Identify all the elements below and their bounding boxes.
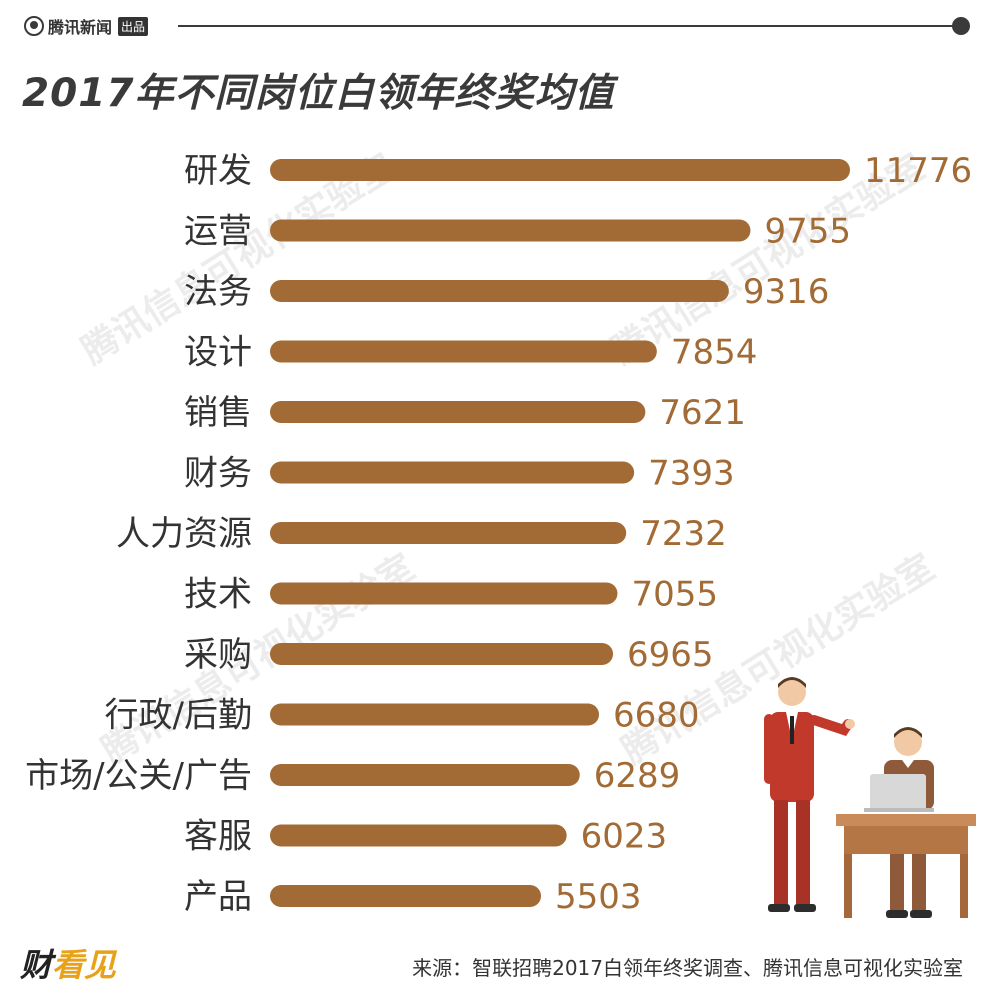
- bar: [270, 703, 600, 726]
- value-label: 6965: [627, 635, 714, 675]
- office-workers-illustration: [764, 677, 976, 918]
- value-label: 7055: [631, 575, 718, 615]
- bar: [270, 461, 635, 484]
- category-label: 财务: [184, 454, 252, 494]
- category-label: 销售: [184, 393, 252, 433]
- value-label: 9755: [764, 212, 851, 252]
- bar: [270, 824, 567, 847]
- footer-logo-accent: 看见: [52, 946, 117, 984]
- source-note: 来源：智联招聘2017白领年终奖调查、腾讯信息可视化实验室: [412, 956, 963, 980]
- bar: [270, 219, 751, 242]
- bar: [270, 522, 627, 544]
- bar: [270, 643, 614, 665]
- brand-name: 腾讯新闻: [48, 18, 113, 37]
- brand: 腾讯新闻 出品: [24, 14, 149, 38]
- footer-logo: 财看见: [20, 940, 116, 986]
- category-label: 市场/公关/广告: [25, 756, 252, 796]
- header-dot: [952, 17, 970, 35]
- bar: [270, 885, 542, 907]
- top-bar: 腾讯新闻 出品: [0, 0, 985, 56]
- value-label: 11776: [864, 151, 972, 191]
- bar: [270, 280, 729, 302]
- brand-tag: 出品: [118, 16, 149, 36]
- value-label: 6023: [581, 817, 668, 857]
- category-label: 产品: [184, 877, 252, 917]
- bar: [270, 159, 850, 181]
- category-label: 行政/后勤: [105, 696, 252, 736]
- category-label: 采购: [184, 635, 252, 675]
- category-label: 法务: [184, 272, 252, 312]
- header-divider: [178, 25, 958, 27]
- bar: [270, 340, 657, 363]
- category-label: 运营: [184, 212, 252, 252]
- value-label: 7393: [648, 454, 735, 494]
- value-label: 6680: [613, 696, 700, 736]
- value-label: 7232: [640, 514, 727, 554]
- value-label: 6289: [594, 756, 681, 796]
- footer-logo-text: 财: [20, 946, 53, 984]
- category-label: 技术: [184, 575, 252, 615]
- value-label: 7854: [671, 333, 758, 373]
- category-label: 人力资源: [116, 514, 252, 554]
- category-label: 客服: [184, 817, 252, 857]
- tencent-news-logo-icon: [24, 16, 44, 36]
- value-label: 7621: [659, 393, 746, 433]
- bar: [270, 582, 618, 605]
- category-label: 研发: [184, 151, 252, 191]
- chart-title: 2017年不同岗位白领年终奖均值: [22, 71, 615, 116]
- value-label: 5503: [555, 877, 642, 917]
- bar: [270, 401, 646, 423]
- category-label: 设计: [184, 333, 252, 373]
- bar: [270, 764, 580, 786]
- value-label: 9316: [743, 272, 830, 312]
